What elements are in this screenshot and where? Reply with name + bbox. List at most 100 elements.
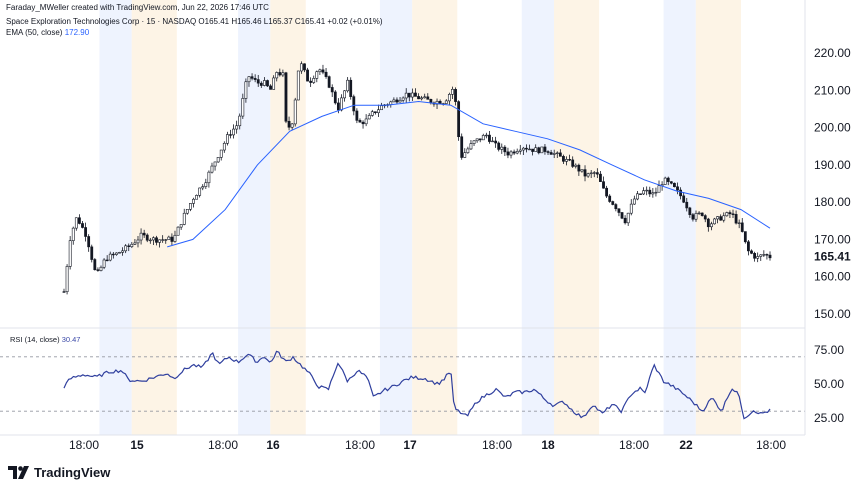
candle-body bbox=[469, 143, 473, 150]
ema-value: 172.90 bbox=[64, 28, 90, 37]
candle-body bbox=[697, 212, 701, 215]
time-tick-label: 22 bbox=[679, 438, 693, 452]
ema-label: EMA (50, close) bbox=[6, 28, 63, 37]
candle-body bbox=[269, 85, 272, 90]
candle-body bbox=[543, 146, 547, 152]
candle-body bbox=[324, 71, 328, 77]
candle-body bbox=[710, 223, 713, 228]
candle-body bbox=[531, 148, 535, 152]
candle-body bbox=[700, 212, 704, 216]
candle-body bbox=[534, 147, 538, 152]
candle-body bbox=[392, 99, 396, 103]
candle-body bbox=[380, 105, 383, 111]
candle-body bbox=[349, 79, 353, 97]
candle-body bbox=[130, 243, 134, 247]
candle-body bbox=[170, 236, 174, 242]
candle-body bbox=[219, 149, 223, 158]
candle-body bbox=[506, 151, 510, 156]
candle-body bbox=[250, 76, 254, 79]
price-tick-label: 160.00 bbox=[814, 270, 851, 284]
candle-body bbox=[648, 189, 652, 195]
time-tick-label: 18:00 bbox=[756, 438, 786, 452]
candle-body bbox=[229, 134, 232, 136]
candle-body bbox=[509, 151, 513, 156]
candle-body bbox=[81, 223, 84, 228]
price-tick-label: 150.00 bbox=[814, 307, 851, 321]
rsi-axis[interactable]: 75.00 50.00 25.00 bbox=[814, 343, 844, 425]
candle-body bbox=[136, 239, 140, 244]
candle-body bbox=[118, 252, 121, 254]
candle-body bbox=[620, 212, 624, 219]
candle-body bbox=[503, 146, 507, 153]
candle-body bbox=[90, 246, 94, 260]
candle-body bbox=[734, 214, 738, 224]
candle-body bbox=[216, 157, 220, 163]
candle-body bbox=[586, 173, 590, 177]
candle-body bbox=[466, 148, 470, 154]
symbol-legend[interactable]: Space Exploration Technologies Corp · 15… bbox=[6, 17, 383, 26]
tradingview-logo[interactable]: TradingView bbox=[8, 465, 110, 480]
candle-body bbox=[71, 227, 75, 241]
price-tick-label: 210.00 bbox=[814, 83, 851, 97]
candle-body bbox=[663, 177, 667, 185]
candle-body bbox=[747, 241, 750, 252]
candle-body bbox=[62, 291, 66, 293]
candle-body bbox=[65, 266, 69, 292]
rsi-tick-label: 75.00 bbox=[814, 343, 844, 357]
candle-body bbox=[158, 239, 161, 243]
rsi-legend[interactable]: RSI (14, close) 30.47 bbox=[10, 335, 80, 344]
candle-body bbox=[290, 123, 294, 128]
candle-body bbox=[124, 245, 128, 252]
candle-body bbox=[179, 224, 183, 228]
price-axis[interactable]: 220.00 210.00 200.00 190.00 180.00 170.00 160.… bbox=[814, 46, 851, 321]
candle-body bbox=[414, 92, 417, 97]
candle-body bbox=[148, 239, 152, 242]
candle-body bbox=[296, 70, 300, 101]
candle-body bbox=[210, 165, 214, 173]
price-tick-label: 220.00 bbox=[814, 46, 851, 60]
candle-body bbox=[451, 88, 454, 95]
candle-body bbox=[108, 253, 112, 261]
candle-body bbox=[121, 250, 124, 253]
candle-body bbox=[195, 195, 198, 200]
ema-legend[interactable]: EMA (50, close) 172.90 bbox=[6, 28, 89, 37]
candle-body bbox=[460, 136, 464, 158]
candle-body bbox=[642, 190, 645, 195]
candle-body bbox=[562, 156, 565, 162]
candle-body bbox=[666, 177, 670, 182]
candle-body bbox=[673, 182, 676, 188]
candle-body bbox=[512, 151, 516, 154]
time-tick-label: 18:00 bbox=[69, 438, 99, 452]
candle-body bbox=[515, 151, 519, 154]
candle-body bbox=[454, 88, 457, 102]
candle-body bbox=[142, 232, 146, 236]
time-tick-label: 18:00 bbox=[345, 438, 375, 452]
candle-body bbox=[278, 72, 282, 76]
time-axis[interactable]: 18:00 15 18:00 16 18:00 17 18:00 18 18:00 22 18:00 bbox=[69, 438, 786, 452]
candle-body bbox=[410, 92, 414, 98]
candle-body bbox=[232, 128, 235, 136]
candle-body bbox=[731, 213, 735, 215]
candle-body bbox=[102, 259, 106, 268]
candle-body bbox=[682, 195, 686, 203]
candle-body bbox=[685, 201, 689, 209]
tradingview-logo-icon bbox=[8, 466, 29, 479]
candle-body bbox=[525, 147, 528, 150]
candle-body bbox=[358, 120, 362, 123]
candle-body bbox=[558, 152, 562, 157]
rsi-label: RSI (14, close) bbox=[10, 335, 60, 344]
ema-line bbox=[167, 100, 771, 248]
candle-body bbox=[352, 96, 356, 112]
session-band bbox=[663, 0, 696, 435]
candle-body bbox=[447, 94, 451, 102]
candle-body bbox=[398, 99, 402, 103]
candle-body bbox=[127, 245, 131, 247]
candle-body bbox=[475, 138, 479, 142]
candle-body bbox=[78, 217, 81, 224]
candle-body bbox=[521, 147, 525, 151]
candle-body bbox=[330, 87, 334, 93]
candle-body bbox=[84, 227, 87, 237]
candle-body bbox=[497, 142, 501, 150]
candle-body bbox=[336, 102, 340, 111]
